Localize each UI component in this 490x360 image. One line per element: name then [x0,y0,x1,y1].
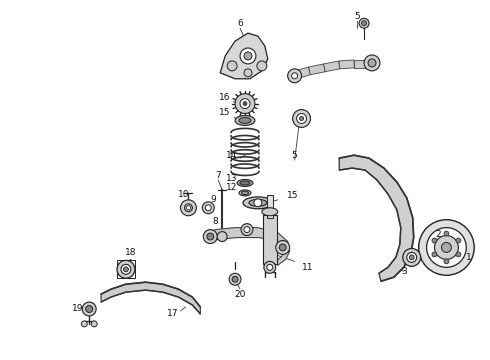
Circle shape [267,264,273,270]
Circle shape [427,228,466,267]
Circle shape [240,48,256,64]
Text: 8: 8 [212,217,218,226]
Bar [117,260,135,278]
Ellipse shape [239,117,251,123]
Text: 12: 12 [226,184,238,193]
Polygon shape [220,33,268,79]
Ellipse shape [243,197,273,209]
Circle shape [184,204,193,212]
Polygon shape [339,60,354,69]
Circle shape [441,243,451,252]
Circle shape [121,264,131,274]
Polygon shape [339,155,414,281]
Polygon shape [309,64,325,75]
Text: 18: 18 [125,248,137,257]
Circle shape [279,244,286,251]
Text: 15: 15 [220,108,231,117]
Circle shape [407,252,416,262]
Ellipse shape [239,190,251,196]
Ellipse shape [262,208,278,216]
Text: 6: 6 [237,19,243,28]
Circle shape [264,261,276,273]
Polygon shape [208,228,290,265]
Ellipse shape [235,116,255,125]
Circle shape [299,117,303,121]
Text: 1: 1 [466,253,472,262]
Circle shape [368,59,376,67]
Polygon shape [354,60,369,68]
Circle shape [296,113,307,123]
Circle shape [432,252,437,257]
Text: 10: 10 [178,190,189,199]
Text: 3: 3 [401,267,407,276]
Circle shape [203,230,217,243]
Circle shape [82,302,96,316]
Circle shape [240,99,250,109]
Circle shape [292,73,297,79]
Circle shape [359,18,369,28]
Circle shape [288,69,301,83]
Circle shape [180,200,196,216]
Circle shape [232,276,238,282]
Ellipse shape [249,199,267,206]
Circle shape [257,61,267,71]
Circle shape [254,199,262,207]
Circle shape [244,227,250,233]
Circle shape [362,21,367,26]
Circle shape [456,252,461,257]
Ellipse shape [242,191,248,195]
Text: 19: 19 [72,305,83,314]
Polygon shape [298,67,311,78]
Text: 13: 13 [226,174,238,183]
Circle shape [364,55,380,71]
Circle shape [456,238,461,243]
Circle shape [444,259,449,264]
Circle shape [123,267,128,272]
Text: 5: 5 [292,151,297,160]
Polygon shape [267,195,273,218]
Polygon shape [323,61,340,72]
Circle shape [205,205,211,211]
Text: 11: 11 [302,263,313,272]
Text: 14: 14 [226,151,238,160]
Circle shape [276,240,290,255]
Circle shape [229,273,241,285]
Circle shape [202,202,214,214]
Circle shape [444,231,449,236]
Circle shape [227,61,237,71]
Circle shape [403,248,420,266]
Circle shape [81,321,87,327]
Circle shape [293,109,311,127]
Circle shape [86,306,93,312]
Text: 2: 2 [436,230,441,239]
Text: 16: 16 [220,93,231,102]
Circle shape [432,238,437,243]
Ellipse shape [240,181,250,185]
Circle shape [435,235,458,260]
Circle shape [235,94,255,113]
Text: 7: 7 [215,171,221,180]
Text: 9: 9 [210,195,216,204]
Polygon shape [263,215,277,264]
Circle shape [217,231,227,242]
Circle shape [418,220,474,275]
Circle shape [244,69,252,77]
Text: 20: 20 [234,289,245,298]
Text: 5: 5 [354,12,360,21]
Polygon shape [101,282,200,314]
Circle shape [244,52,252,60]
Circle shape [207,233,214,240]
Circle shape [241,224,253,235]
Circle shape [409,255,414,260]
Circle shape [187,206,191,210]
Circle shape [243,102,247,105]
Circle shape [91,321,97,327]
Circle shape [117,260,135,278]
Ellipse shape [237,180,253,186]
Text: 17: 17 [167,310,178,319]
Text: 15: 15 [287,192,298,201]
